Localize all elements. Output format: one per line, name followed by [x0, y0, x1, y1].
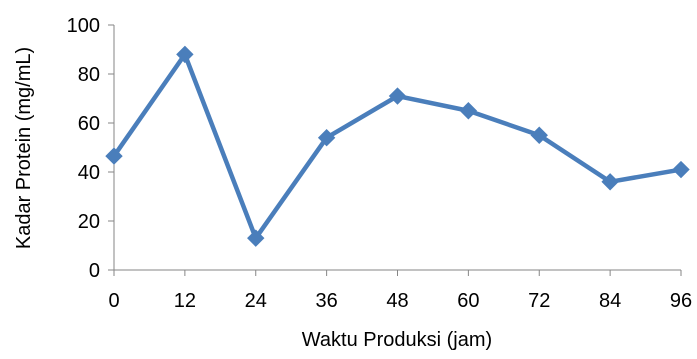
y-tick-label: 100 [67, 15, 100, 37]
data-point-marker [388, 87, 407, 105]
axes [108, 24, 682, 276]
x-tick-label: 84 [599, 290, 621, 312]
data-point-marker [672, 160, 690, 179]
x-tick-label: 12 [174, 290, 196, 312]
y-tick-label: 0 [89, 260, 100, 282]
y-tick-label: 40 [78, 162, 100, 184]
y-tick-label: 20 [78, 211, 100, 233]
series [105, 45, 690, 247]
x-tick-label: 0 [108, 290, 119, 312]
x-axis-title: Waktu Produksi (jam) [302, 329, 492, 351]
x-tick-label: 60 [457, 290, 479, 312]
y-tick-label: 80 [78, 64, 100, 86]
y-tick-label: 60 [78, 113, 100, 135]
x-tick-label: 48 [386, 290, 408, 312]
data-point-marker [601, 173, 619, 191]
x-tick-label: 24 [245, 290, 267, 312]
x-tick-label: 72 [528, 290, 550, 312]
data-point-marker [247, 229, 265, 247]
data-point-marker [176, 45, 194, 64]
data-point-marker [530, 126, 548, 144]
tick-labels: 0 20 40 60 80 100 0 12 24 36 48 60 72 84 96 [67, 15, 693, 312]
data-point-marker [317, 128, 336, 147]
y-axis-title: Kadar Protein (mg/mL) [13, 47, 35, 249]
data-point-marker [105, 147, 123, 165]
data-point-marker [459, 102, 478, 120]
x-tick-label: 36 [316, 290, 338, 312]
x-tick-label: 96 [670, 290, 692, 312]
series-line [112, 52, 682, 241]
